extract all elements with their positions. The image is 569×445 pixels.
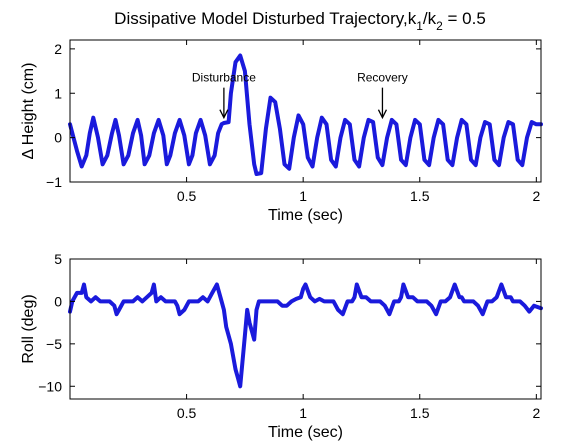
height-line-0 — [68, 53, 543, 176]
annotation-arrowhead — [377, 109, 388, 120]
y-tick-label: 5 — [54, 251, 62, 267]
title-text: Dissipative Model Disturbed Trajectory,k — [114, 9, 417, 28]
height-y-axis-label: Δ Height (cm) — [20, 63, 37, 160]
height-annotations: Disturbance Recovery — [192, 71, 408, 120]
roll-series — [68, 282, 543, 389]
roll-x-axis-label: Time (sec) — [268, 424, 343, 441]
annotation-label: Disturbance — [192, 71, 256, 85]
height-axes-frame — [69, 39, 542, 183]
x-tick-label: 2 — [532, 188, 540, 204]
x-tick-label: 1.5 — [410, 405, 430, 421]
height-x-axis-label: Time (sec) — [268, 207, 343, 224]
height-series — [68, 53, 543, 176]
y-tick-label: −10 — [38, 378, 62, 394]
x-tick-label: 1 — [299, 405, 307, 421]
roll-ticks: 0.5 1 1.5 2 −10 −5 0 5 — [38, 251, 541, 421]
y-tick-label: −5 — [46, 336, 62, 352]
x-tick-label: 0.5 — [177, 405, 197, 421]
roll-axes-frame — [69, 258, 542, 400]
title-subscript-2: 2 — [436, 19, 443, 33]
y-tick-label: 0 — [54, 293, 62, 309]
roll-y-axis-label: Roll (deg) — [20, 294, 37, 363]
x-tick-label: 1.5 — [410, 188, 430, 204]
x-tick-label: 0.5 — [177, 188, 197, 204]
y-tick-label: 1 — [54, 85, 62, 101]
roll-panel: 0.5 1 1.5 2 −10 −5 0 5 Time (sec) Roll (deg) — [20, 251, 543, 441]
annotation-label: Recovery — [357, 71, 408, 85]
annotation-arrowhead — [219, 109, 229, 120]
roll-line-0 — [68, 282, 543, 389]
figure-title: Dissipative Model Disturbed Trajectory,k… — [114, 9, 486, 33]
y-tick-label: 2 — [54, 41, 62, 57]
title-end: = 0.5 — [443, 9, 486, 28]
title-mid: /k — [423, 9, 437, 28]
y-tick-label: 0 — [54, 130, 62, 146]
y-tick-label: −1 — [46, 174, 62, 190]
title-subscript-1: 1 — [416, 19, 423, 33]
height-panel: 0.5 1 1.5 2 −1 0 1 2 Time (sec) Δ Height (cm) D… — [20, 39, 543, 224]
x-tick-label: 1 — [299, 188, 307, 204]
x-tick-label: 2 — [532, 405, 540, 421]
height-ticks: 0.5 1 1.5 2 −1 0 1 2 — [46, 40, 541, 204]
